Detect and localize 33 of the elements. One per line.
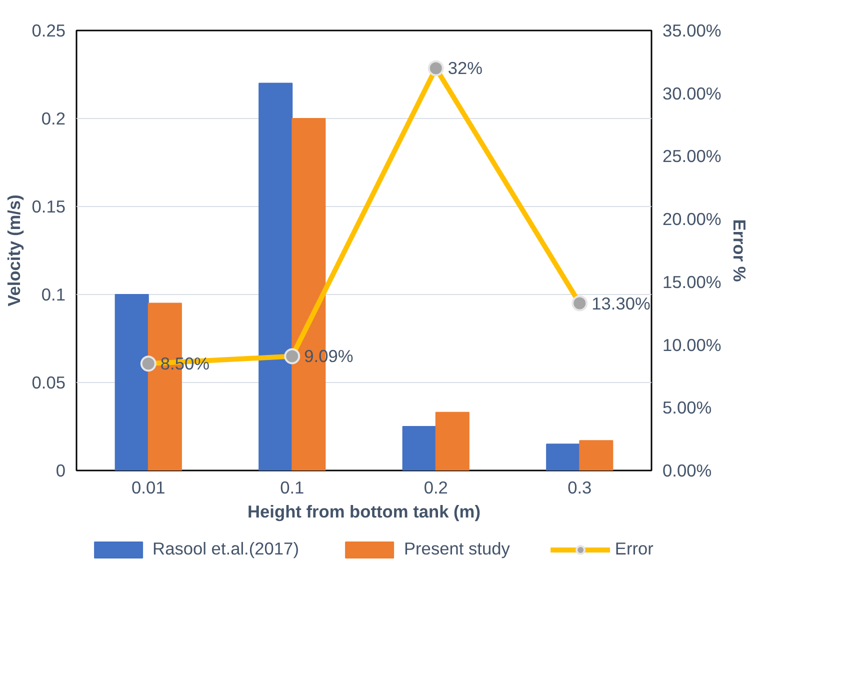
y-tick-label: 0.15 [32, 196, 66, 216]
data-label: 8.50% [160, 354, 210, 374]
data-label: 32% [448, 58, 483, 78]
x-tick-label: 0.2 [424, 478, 448, 498]
x-tick-label: 0.1 [280, 478, 304, 498]
data-label: 13.30% [592, 293, 650, 314]
y-axis-title: Velocity (m/s) [4, 194, 24, 306]
y2-tick-label: 30.00% [662, 83, 722, 104]
y-tick-label: 0.1 [41, 284, 66, 304]
bar [435, 412, 470, 470]
y2-tick-label: 0.00% [662, 460, 712, 480]
bar [546, 444, 580, 470]
y2-axis-title: Error % [729, 219, 750, 282]
y-tick-label: 0.25 [32, 20, 66, 40]
legend-label: Present study [404, 538, 510, 560]
x-axis-title: Height from bottom tank (m) [248, 502, 480, 522]
y2-tick-label: 35.00% [662, 20, 722, 40]
y2-tick-label: 25.00% [662, 146, 722, 166]
x-tick-label: 0.01 [132, 478, 166, 498]
legend-label: Error [614, 538, 654, 560]
y2-tick-label: 15.00% [662, 272, 722, 292]
bar [258, 82, 293, 470]
y-tick-label: 0 [56, 460, 66, 480]
x-tick-label: 0.3 [568, 478, 592, 498]
y2-tick-label: 5.00% [662, 398, 712, 418]
bar [114, 294, 149, 470]
legend-label: Rasool et.al.(2017) [152, 538, 299, 560]
y2-tick-label: 20.00% [662, 209, 722, 230]
bar [402, 426, 436, 470]
y-tick-label: 0.2 [41, 108, 66, 128]
y-tick-label: 0.05 [32, 372, 66, 392]
bar [579, 440, 614, 470]
y2-tick-label: 10.00% [662, 334, 722, 355]
